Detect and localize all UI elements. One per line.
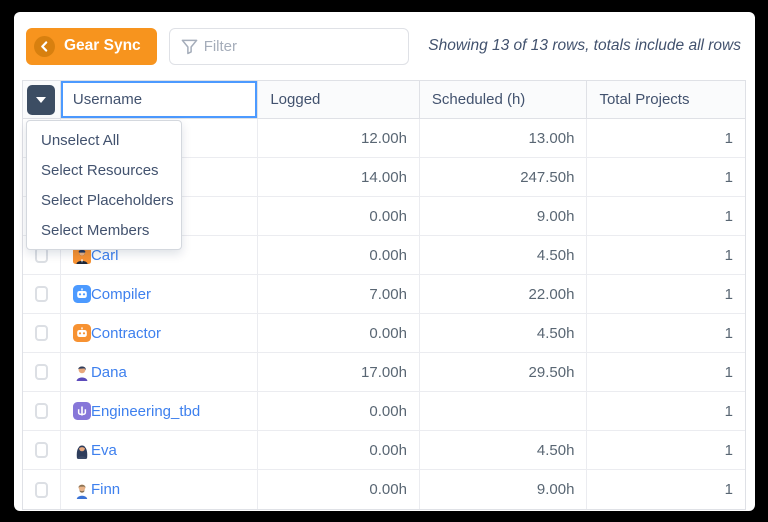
- logged-cell: 12.00h: [258, 119, 420, 157]
- scheduled-cell: 9.00h: [420, 470, 588, 509]
- cactus-purple-avatar: [72, 402, 91, 420]
- username-cell: Compiler: [61, 275, 259, 313]
- row-select-cell: [23, 275, 61, 313]
- username-cell: [61, 119, 259, 157]
- selection-dropdown-menu: Unselect All Select Resources Select Place…: [26, 120, 182, 250]
- robot-blue-avatar: [72, 285, 91, 303]
- robot-orange-avatar: [72, 324, 91, 342]
- row-checkbox[interactable]: [35, 364, 48, 380]
- username-cell: Engineering_tbd: [61, 392, 259, 430]
- toolbar: Gear Sync Showing 13 of 13 rows, totals …: [14, 12, 755, 80]
- logged-cell: 0.00h: [258, 197, 420, 235]
- username-link[interactable]: Engineering_tbd: [90, 402, 201, 420]
- username-cell: Finn: [61, 470, 259, 509]
- logged-cell: 0.00h: [258, 431, 420, 469]
- column-header-username[interactable]: Username: [60, 81, 259, 118]
- table-row: Finn 0.00h 9.00h 1: [23, 470, 745, 509]
- scheduled-cell: 4.50h: [420, 314, 588, 352]
- menu-item-select-resources[interactable]: Select Resources: [41, 161, 159, 179]
- man-suit-avatar: [72, 246, 91, 264]
- scheduled-cell: 22.00h: [420, 275, 588, 313]
- chevron-left-circle-icon: [34, 35, 55, 57]
- table-row: Eva 0.00h 4.50h 1: [23, 431, 745, 470]
- row-count-status: Showing 13 of 13 rows, totals include al…: [428, 37, 741, 54]
- chevron-down-icon: [36, 96, 47, 103]
- scheduled-cell: 4.50h: [420, 236, 588, 274]
- row-select-cell: [23, 431, 61, 469]
- table-row: Contractor 0.00h 4.50h 1: [23, 314, 745, 353]
- row-checkbox[interactable]: [35, 403, 48, 419]
- row-checkbox[interactable]: [35, 286, 48, 302]
- selection-menu-button[interactable]: [27, 84, 56, 115]
- username-cell: Dana: [61, 353, 259, 391]
- table-header-row: Username Logged Scheduled (h) Total Proj…: [23, 81, 745, 119]
- total-projects-cell: 1: [724, 246, 733, 264]
- column-header-scheduled[interactable]: Scheduled (h): [420, 81, 588, 118]
- username-link[interactable]: Dana: [90, 363, 127, 381]
- logged-cell: 7.00h: [258, 275, 420, 313]
- row-checkbox[interactable]: [35, 325, 48, 341]
- total-projects-cell: 1: [724, 324, 733, 342]
- row-checkbox[interactable]: [35, 442, 48, 458]
- row-select-cell: [23, 470, 61, 509]
- row-select-cell: [23, 392, 61, 430]
- username-link[interactable]: Contractor: [90, 324, 161, 342]
- logged-cell: 14.00h: [258, 158, 420, 196]
- username-cell: Contractor: [61, 314, 259, 352]
- menu-item-select-placeholders[interactable]: Select Placeholders: [41, 191, 174, 209]
- row-select-cell: [23, 314, 61, 352]
- total-projects-cell: 1: [724, 402, 733, 420]
- username-link[interactable]: Finn: [90, 481, 121, 498]
- total-projects-cell: 1: [724, 207, 733, 225]
- resources-table: Username Logged Scheduled (h) Total Proj…: [22, 80, 746, 510]
- gear-sync-button[interactable]: Gear Sync: [26, 27, 157, 65]
- logged-cell: 0.00h: [258, 392, 420, 430]
- man-beard-avatar: [73, 481, 91, 499]
- woman-dark-hair-avatar: [73, 441, 91, 459]
- scheduled-cell: [420, 392, 588, 430]
- scheduled-cell: 247.50h: [420, 158, 588, 196]
- username-cell: [61, 197, 259, 235]
- menu-item-unselect-all[interactable]: Unselect All: [41, 131, 120, 149]
- username-link[interactable]: Carl: [90, 246, 119, 264]
- table-row: Engineering_tbd 0.00h 1: [23, 392, 745, 431]
- column-header-logged[interactable]: Logged: [258, 81, 420, 118]
- gear-sync-button-label: Gear Sync: [64, 37, 141, 54]
- username-link[interactable]: Eva: [90, 441, 117, 459]
- username-cell: Eva: [61, 431, 259, 469]
- total-projects-cell: 1: [724, 363, 733, 381]
- username-cell: Carl: [61, 236, 259, 274]
- filter-input[interactable]: [168, 27, 409, 65]
- person-purple-shirt-avatar: [73, 363, 91, 381]
- total-projects-cell: 1: [724, 168, 733, 186]
- row-checkbox[interactable]: [35, 481, 48, 498]
- scheduled-cell: 9.00h: [420, 197, 588, 235]
- table-panel: Gear Sync Showing 13 of 13 rows, totals …: [14, 12, 755, 511]
- row-select-cell: [23, 353, 61, 391]
- filter-field-wrap: [168, 27, 409, 65]
- total-projects-cell: 1: [724, 481, 733, 498]
- scheduled-cell: 13.00h: [420, 119, 588, 157]
- username-link[interactable]: Compiler: [90, 285, 151, 303]
- logged-cell: 17.00h: [258, 353, 420, 391]
- username-cell: [61, 158, 259, 196]
- logged-cell: 0.00h: [258, 470, 420, 509]
- scheduled-cell: 29.50h: [420, 353, 588, 391]
- total-projects-cell: 1: [724, 129, 733, 147]
- table-row: Compiler 7.00h 22.00h 1: [23, 275, 745, 314]
- row-select-cell: [23, 236, 61, 274]
- total-projects-cell: 1: [724, 285, 733, 303]
- column-header-total-projects[interactable]: Total Projects: [599, 91, 690, 108]
- logged-cell: 0.00h: [258, 236, 420, 274]
- table-body: 12.00h 13.00h 1 14.00h 247.50h 1 0.00h 9…: [23, 119, 745, 509]
- logged-cell: 0.00h: [258, 314, 420, 352]
- menu-item-select-members[interactable]: Select Members: [41, 221, 150, 239]
- scheduled-cell: 4.50h: [420, 431, 588, 469]
- total-projects-cell: 1: [724, 441, 733, 459]
- table-row: Dana 17.00h 29.50h 1: [23, 353, 745, 392]
- selection-header-cell: [23, 81, 61, 118]
